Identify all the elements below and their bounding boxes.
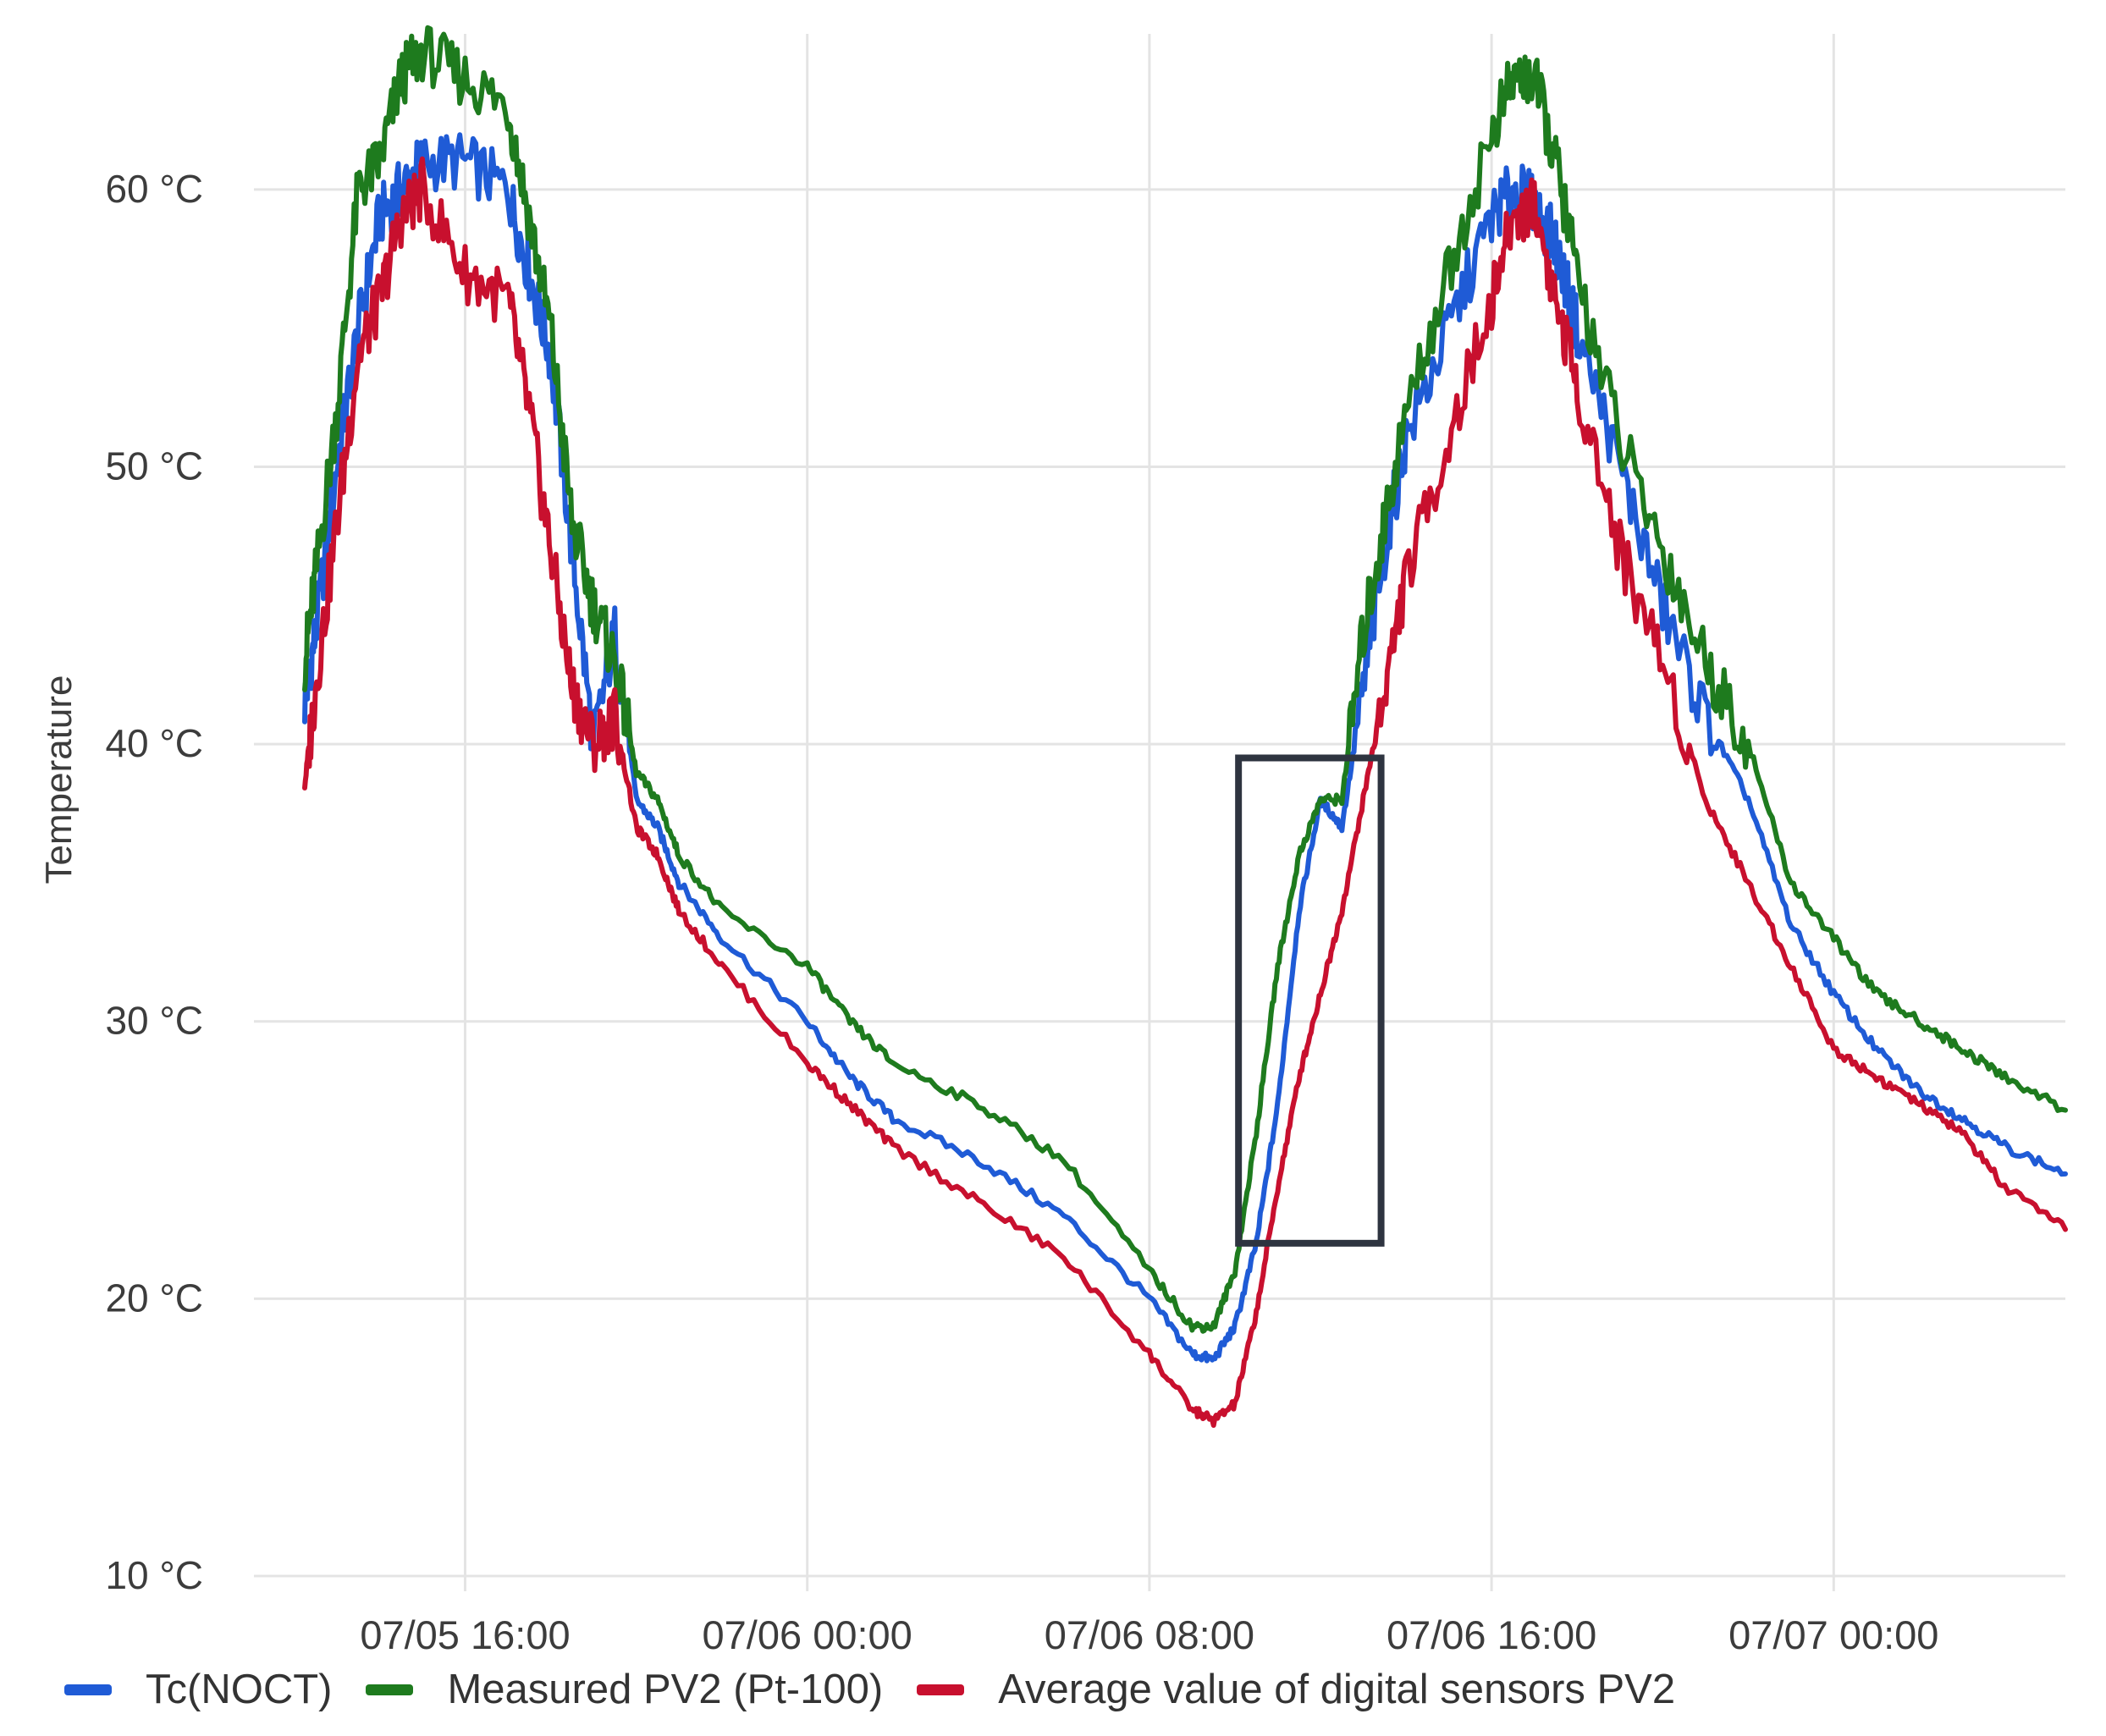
highlight-box: [1235, 754, 1385, 1247]
legend-item-measured-pv2-pt100[interactable]: Measured PV2 (Pt-100): [366, 1666, 883, 1713]
x-tick-label: 07/06 16:00: [1387, 1612, 1596, 1657]
y-tick-label: 20 °C: [105, 1276, 203, 1320]
x-tick-label: 07/06 08:00: [1045, 1612, 1254, 1657]
y-tick-label: 50 °C: [105, 444, 203, 488]
legend-swatch: [366, 1684, 414, 1695]
y-tick-label: 60 °C: [105, 167, 203, 211]
series-line-measured-pv2-pt100: [302, 25, 2068, 1334]
series-line-tc-noct: [302, 132, 2068, 1364]
legend-label: Measured PV2 (Pt-100): [447, 1667, 884, 1712]
x-tick-label: 07/06 00:00: [703, 1612, 912, 1657]
x-tick-label: 07/05 16:00: [360, 1612, 570, 1657]
series-layer: [302, 25, 2068, 1428]
chart-legend: Tc(NOCT) Measured PV2 (Pt-100) Average val…: [64, 1666, 1709, 1713]
legend-label: Average value of digital sensors PV2: [998, 1667, 1676, 1712]
legend-swatch: [917, 1684, 965, 1695]
y-tick-label: 10 °C: [105, 1553, 203, 1597]
y-tick-label: 30 °C: [105, 999, 203, 1043]
legend-swatch: [64, 1684, 112, 1695]
legend-item-avg-digital-sensors-pv2[interactable]: Average value of digital sensors PV2: [917, 1666, 1675, 1713]
legend-item-tc-noct[interactable]: Tc(NOCT): [64, 1666, 332, 1713]
legend-label: Tc(NOCT): [146, 1667, 333, 1712]
y-axis-label: Temperature: [38, 675, 80, 884]
y-tick-label: 40 °C: [105, 721, 203, 765]
overlay-layer: [1235, 754, 1385, 1247]
x-tick-label: 07/07 00:00: [1728, 1612, 1938, 1657]
axis-layer: 10 °C 20 °C 30 °C 40 °C 50 °C 60 °C 07/05 16:0…: [38, 167, 1938, 1657]
series-line-avg-digital-sensors-pv2: [302, 156, 2068, 1428]
